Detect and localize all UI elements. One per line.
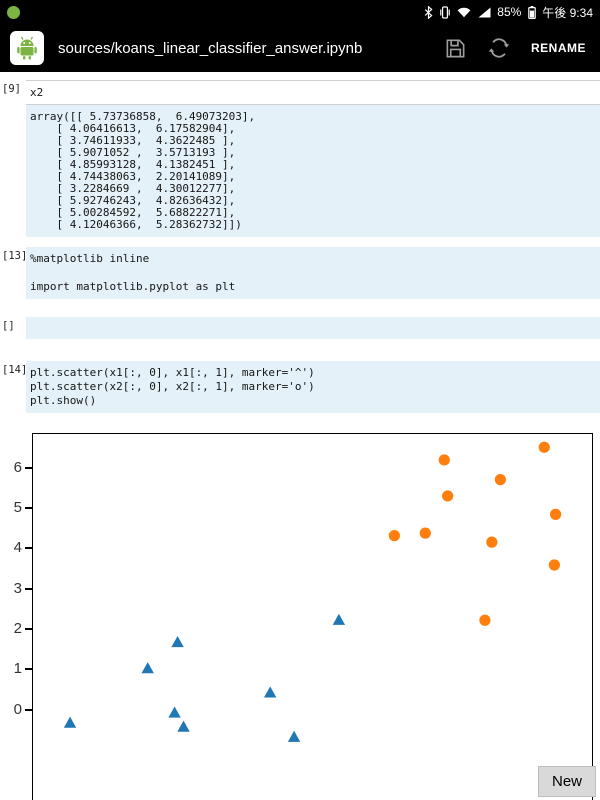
clock: 午後 9:34	[542, 5, 593, 20]
battery-percent: 85%	[497, 5, 522, 19]
y-tick-mark	[25, 587, 32, 590]
scatter-marker-x1	[332, 613, 346, 625]
scatter-marker-x1	[168, 706, 181, 718]
scatter-marker-x2	[538, 441, 550, 453]
scatter-marker-x2	[442, 490, 454, 502]
cellular-signal-icon	[478, 7, 491, 18]
plot-area: 0 1 2 3 4 5 6	[0, 429, 600, 800]
cell-body	[26, 317, 600, 339]
cell-label: [14]	[2, 364, 28, 376]
notebook-cell-9: [9] x2 array([[ 5.73736858, 6.49073203],…	[0, 80, 600, 237]
scatter-marker-x1	[287, 730, 301, 742]
scatter-marker-x2	[486, 536, 498, 548]
cell-output: array([[ 5.73736858, 6.49073203], [ 4.06…	[26, 105, 600, 237]
cell-label: [9]	[2, 83, 21, 95]
y-tick-mark	[25, 627, 32, 630]
sync-button[interactable]	[487, 36, 511, 60]
cell-input-code: x2	[30, 86, 44, 99]
y-tick-label: 6	[13, 458, 22, 476]
cell-input[interactable]: x2	[26, 80, 600, 105]
y-tick-mark	[25, 466, 32, 469]
scatter-marker-x2	[419, 527, 431, 539]
cell-input[interactable]: plt.scatter(x1[:, 0], x1[:, 1], marker='…	[26, 361, 600, 413]
y-tick-mark	[25, 708, 32, 711]
cell-output-text: array([[ 5.73736858, 6.49073203], [ 4.06…	[30, 110, 256, 231]
cell-input[interactable]: %matplotlib inline import matplotlib.pyp…	[26, 247, 600, 299]
scatter-marker-x1	[63, 716, 77, 728]
y-tick-mark	[25, 547, 32, 550]
wifi-icon	[457, 7, 471, 18]
cell-input-code: %matplotlib inline import matplotlib.pyp…	[30, 252, 236, 293]
notebook-cell-14: [14] plt.scatter(x1[:, 0], x1[:, 1], mar…	[0, 361, 600, 413]
y-tick-mark	[25, 668, 32, 671]
scatter-marker-x2	[479, 614, 491, 626]
cell-input[interactable]	[26, 317, 600, 339]
y-tick-label: 1	[13, 660, 22, 678]
cell-body: x2 array([[ 5.73736858, 6.49073203], [ 4…	[26, 80, 600, 237]
save-button[interactable]	[444, 37, 467, 60]
scatter-marker-x1	[171, 635, 184, 648]
y-tick-mark	[25, 506, 32, 509]
cell-input-code: plt.scatter(x1[:, 0], x1[:, 1], marker='…	[30, 366, 315, 407]
cell-body: plt.scatter(x1[:, 0], x1[:, 1], marker='…	[26, 361, 600, 413]
scatter-marker-x2	[438, 454, 450, 466]
plot-svg	[63, 441, 562, 742]
vibrate-icon	[440, 5, 451, 19]
y-tick-label: 2	[13, 619, 22, 637]
notebook-content: [9] x2 array([[ 5.73736858, 6.49073203],…	[0, 72, 600, 800]
app-logo-icon	[10, 31, 44, 65]
y-tick-label: 0	[13, 700, 22, 718]
battery-icon	[528, 5, 537, 19]
scatter-marker-x2	[494, 474, 506, 486]
scatter-marker-x1	[177, 720, 190, 732]
y-tick-label: 3	[13, 579, 22, 597]
cell-label: [13]	[2, 250, 28, 262]
notebook-title: sources/koans_linear_classifier_answer.i…	[58, 39, 363, 57]
app-bar: sources/koans_linear_classifier_answer.i…	[0, 24, 600, 72]
status-bar: 85% 午後 9:34	[0, 0, 600, 24]
scatter-marker-x2	[550, 508, 562, 520]
bluetooth-icon	[424, 5, 433, 19]
notebook-cell-empty: []	[0, 317, 600, 339]
scatter-marker-x1	[263, 686, 277, 698]
new-cell-button[interactable]: New	[537, 766, 596, 797]
scatter-marker-x2	[548, 559, 560, 571]
y-tick-label: 4	[13, 539, 22, 557]
cell-body: %matplotlib inline import matplotlib.pyp…	[26, 247, 600, 299]
app-notification-icon	[7, 5, 20, 19]
cell-label: []	[2, 320, 15, 332]
y-tick-label: 5	[13, 498, 22, 516]
plot-frame	[32, 433, 593, 800]
scatter-marker-x1	[141, 662, 154, 674]
notebook-cell-13: [13] %matplotlib inline import matplotli…	[0, 247, 600, 299]
scatter-marker-x2	[388, 530, 400, 542]
rename-button[interactable]: RENAME	[530, 41, 586, 55]
